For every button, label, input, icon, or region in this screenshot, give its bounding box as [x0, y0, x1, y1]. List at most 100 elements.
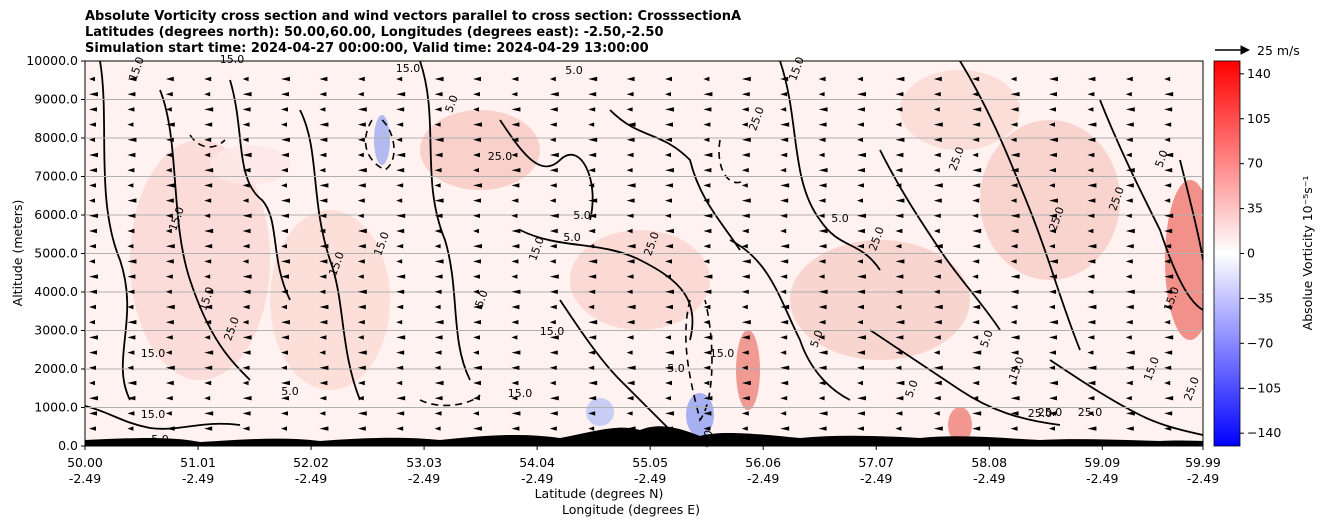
wind-vector-arrow	[703, 411, 712, 416]
x-tick-label-latitude: 57.07	[858, 455, 894, 470]
wind-vector-arrow	[127, 122, 134, 127]
colorbar-tick-label: −35	[1247, 290, 1273, 305]
wind-vector-arrow	[626, 411, 633, 416]
wind-vector-arrow	[511, 152, 518, 158]
wind-vector-arrow	[665, 137, 672, 142]
wind-vector-arrow	[89, 168, 97, 173]
wind-vector-arrow	[626, 122, 636, 127]
wind-vector-arrow	[396, 396, 406, 401]
wind-vector-arrow	[933, 426, 943, 431]
wind-vector-arrow	[1125, 92, 1132, 97]
x-tick-label-latitude: 59.99	[1185, 455, 1221, 470]
wind-vector-arrow	[434, 289, 442, 294]
vorticity-patch	[374, 115, 390, 165]
wind-vector-arrow	[204, 304, 213, 310]
wind-vector-arrow	[319, 350, 326, 355]
contour-label: 5.0	[573, 209, 591, 222]
wind-vector-arrow	[396, 198, 403, 203]
wind-vector-arrow	[127, 152, 136, 158]
wind-vector-arrow	[972, 152, 979, 158]
wind-vector-arrow	[1125, 396, 1132, 401]
contour-label: 15.0	[540, 325, 565, 338]
wind-vector-arrow	[1125, 365, 1134, 370]
wind-vector-arrow	[703, 396, 713, 401]
wind-vector-arrow	[972, 426, 981, 431]
wind-vector-arrow	[703, 92, 713, 97]
contour-label: 5.0	[808, 328, 826, 349]
wind-vector-arrow	[549, 396, 559, 401]
x-axis-label-longitude: Longitude (degrees E)	[562, 502, 700, 517]
wind-vector-arrow	[933, 411, 940, 416]
wind-vector-arrow	[1010, 274, 1020, 279]
wind-vector-arrow	[473, 274, 480, 279]
wind-vector-arrow	[857, 396, 866, 401]
wind-vector-arrow	[434, 320, 444, 325]
wind-vector-arrow	[357, 259, 365, 264]
colorbar-tick-label: 35	[1247, 201, 1263, 216]
x-tick-label-longitude: -2.49	[860, 471, 892, 486]
wind-vector-arrow	[396, 76, 403, 82]
wind-vector-arrow	[242, 76, 249, 82]
y-tick-label: 4000.0	[34, 284, 78, 299]
wind-vector-arrow	[281, 320, 290, 325]
wind-vector-arrow	[972, 76, 980, 82]
wind-vector-arrow	[89, 198, 95, 203]
wind-vector-arrow	[1087, 168, 1094, 173]
wind-vector-arrow	[1010, 244, 1018, 249]
wind-vector-arrow	[1125, 380, 1133, 386]
wind-vector-arrow	[549, 228, 558, 234]
wind-vector-arrow	[357, 183, 366, 188]
wind-vector-arrow	[127, 259, 137, 264]
wind-vector-arrow	[127, 244, 134, 249]
wind-vector-arrow	[511, 107, 521, 112]
wind-vector-arrow	[703, 274, 713, 279]
wind-vector-arrow	[665, 396, 671, 401]
wind-vector-arrow	[626, 289, 633, 294]
wind-vector-arrow	[89, 259, 95, 264]
wind-vector-arrow	[319, 259, 328, 264]
wind-vector-arrow	[127, 107, 135, 112]
wind-vector-arrow	[1087, 183, 1097, 188]
wind-vector-arrow	[741, 152, 750, 158]
wind-vector-arrow	[281, 289, 288, 294]
wind-vector-arrow	[588, 259, 598, 264]
wind-vector-arrow	[857, 320, 863, 325]
wind-vector-arrow	[396, 152, 406, 158]
wind-vector-arrow	[1125, 289, 1135, 294]
wind-vector-arrow	[703, 213, 713, 218]
wind-vector-arrow	[396, 411, 405, 416]
wind-vector-arrow	[588, 122, 595, 127]
y-tick-label: 1000.0	[34, 400, 78, 415]
wind-vector-arrow	[1164, 380, 1171, 386]
wind-vector-arrow	[511, 274, 518, 279]
wind-vector-arrow	[588, 365, 595, 370]
wind-vector-arrow	[818, 92, 825, 97]
wind-vector-arrow	[1164, 183, 1172, 188]
wind-vector-arrow	[242, 380, 249, 386]
wind-vector-arrow	[89, 183, 96, 188]
wind-vector-arrow	[473, 198, 481, 203]
wind-vector-arrow	[1125, 122, 1134, 127]
wind-vector-arrow	[818, 274, 825, 279]
x-tick-label-latitude: 53.03	[406, 455, 442, 470]
wind-vector-arrow	[473, 168, 479, 173]
wind-vector-arrow	[473, 76, 481, 82]
wind-vector-arrow	[741, 259, 751, 264]
wind-vector-arrow	[626, 396, 634, 401]
colorbar-tick-label: 105	[1247, 111, 1271, 126]
wind-vector-arrow	[242, 152, 252, 158]
wind-vector-arrow	[972, 320, 980, 325]
wind-vector-arrow	[857, 198, 863, 203]
wind-vector-arrow	[665, 168, 674, 173]
wind-vector-arrow	[818, 76, 826, 82]
wind-vector-arrow	[511, 304, 520, 310]
wind-vector-arrow	[1125, 152, 1132, 158]
wind-vector-arrow	[741, 198, 751, 203]
vorticity-patch	[686, 393, 714, 437]
wind-vector-arrow	[818, 168, 828, 173]
wind-vector-arrow	[972, 168, 982, 173]
wind-vector-arrow	[511, 198, 519, 203]
wind-vector-arrow	[549, 350, 558, 355]
wind-vector-arrow	[511, 426, 520, 431]
wind-vector-arrow	[626, 335, 634, 340]
